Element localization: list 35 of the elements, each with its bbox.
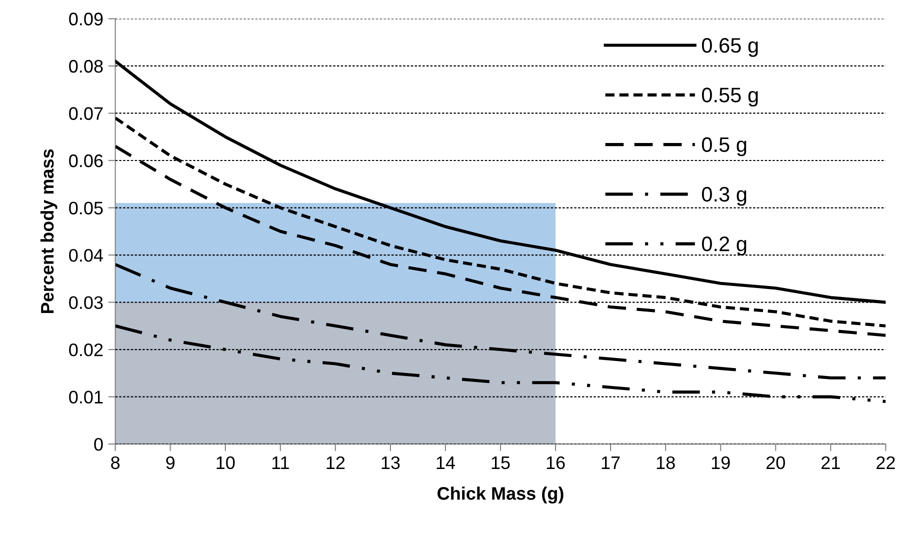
x-tick-label: 16 xyxy=(546,456,565,470)
x-axis-title: Chick Mass (g) xyxy=(438,486,564,504)
y-tick-label: 0.04 xyxy=(69,248,103,262)
y-tick-label: 0 xyxy=(94,438,103,451)
x-tick-label: 15 xyxy=(492,456,510,470)
legend-label: 0.3 g xyxy=(702,186,746,206)
y-axis-title: Percent body mass xyxy=(40,149,58,313)
x-tick-label: 13 xyxy=(382,456,400,470)
legend-label: 0.2 g xyxy=(702,236,746,256)
x-tick-label: 12 xyxy=(326,456,345,469)
y-tick-label: 0.01 xyxy=(69,390,103,404)
line-series xyxy=(115,262,886,380)
y-tick-label: 0.05 xyxy=(69,202,103,214)
legend-label: 0.55 g xyxy=(702,88,758,107)
x-tick-label: 22 xyxy=(876,456,895,469)
x-tick-label: 8 xyxy=(111,456,120,470)
x-tick-label: 9 xyxy=(166,456,175,470)
y-tick-label: 0.06 xyxy=(69,154,103,168)
x-tick-label: 17 xyxy=(602,456,620,469)
x-tick-label: 10 xyxy=(216,456,235,470)
legend-label: 0.5 g xyxy=(702,137,746,156)
x-tick-label: 18 xyxy=(656,456,675,470)
y-tick-label: 0.09 xyxy=(69,12,103,26)
line-series xyxy=(115,324,886,404)
x-tick-label: 14 xyxy=(436,456,455,469)
x-tick-label: 19 xyxy=(712,456,730,470)
x-tick-label: 11 xyxy=(272,456,289,469)
y-tick-label: 0.03 xyxy=(69,296,103,309)
line-series xyxy=(115,116,886,328)
x-tick-label: 21 xyxy=(822,456,840,469)
y-tick-label: 0.02 xyxy=(69,343,103,356)
y-tick-label: 0.08 xyxy=(69,60,103,73)
legend-label: 0.65 g xyxy=(702,38,758,57)
y-tick-label: 0.07 xyxy=(69,107,103,120)
x-tick-label: 20 xyxy=(766,456,785,470)
